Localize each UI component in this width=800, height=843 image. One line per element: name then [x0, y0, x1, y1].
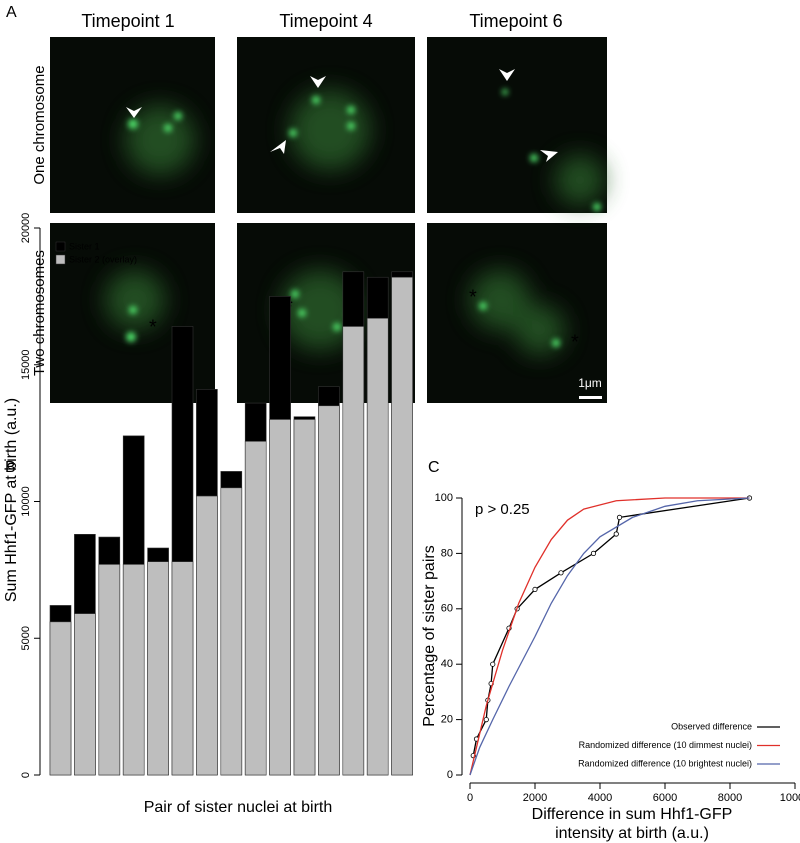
micrographs: ***** 1μm — [50, 37, 607, 403]
row-label: Two chromosomes — [31, 250, 48, 376]
point — [616, 514, 623, 520]
panel-label: A — [6, 4, 17, 21]
point — [613, 531, 619, 537]
point — [532, 586, 538, 593]
row-label: One chromosome — [31, 65, 48, 184]
bar — [98, 564, 121, 776]
x-axis-label: Difference in sum Hhf1-GFP — [532, 806, 733, 823]
x-tick-label: 0 — [467, 792, 473, 804]
series-line — [469, 497, 750, 776]
y-tick-label: 10000 — [20, 486, 32, 517]
bar — [122, 564, 145, 776]
point — [558, 570, 564, 576]
bar — [74, 613, 96, 776]
x-tick-label: 2000 — [523, 792, 547, 804]
point — [483, 716, 489, 723]
point — [490, 661, 496, 667]
bar — [391, 276, 413, 776]
bar — [269, 419, 291, 776]
svg-text:*: * — [469, 286, 477, 308]
y-axis-label: Percentage of sister pairs — [421, 545, 438, 726]
y-tick-label: 20000 — [20, 213, 32, 244]
y-tick-label: 15000 — [20, 349, 32, 380]
column-header: Timepoint 1 — [81, 11, 174, 31]
panel-label: C — [428, 459, 440, 476]
series-line — [469, 497, 750, 776]
bar — [293, 419, 316, 776]
svg-text:*: * — [149, 316, 157, 338]
y-tick-label: 20 — [441, 714, 453, 726]
y-tick-label: 0 — [20, 772, 32, 778]
bar — [147, 561, 169, 776]
legend-label: Randomized difference (10 brightest nucl… — [578, 758, 752, 768]
bar — [342, 326, 365, 776]
legend-label: Sister 2 (overlay) — [69, 254, 137, 264]
column-header: Timepoint 6 — [469, 11, 562, 31]
bar — [244, 441, 267, 776]
x-axis-label: intensity at birth (a.u.) — [555, 825, 709, 842]
annotation: p > 0.25 — [475, 501, 530, 518]
y-tick-label: 100 — [435, 492, 453, 504]
legend-label: Sister 1 — [69, 241, 100, 251]
y-axis-label: Sum Hhf1-GFP at birth (a.u.) — [3, 398, 20, 602]
x-tick-label: 8000 — [718, 792, 742, 804]
x-axis-label: Pair of sister nuclei at birth — [144, 799, 333, 816]
x-tick-label: 4000 — [588, 792, 612, 804]
legend-label: Randomized difference (10 dimmest nuclei… — [579, 740, 752, 750]
legend-swatch — [55, 241, 66, 252]
bar — [49, 621, 72, 776]
column-header: Timepoint 4 — [279, 11, 372, 31]
bar — [196, 495, 218, 776]
legend-label: Observed difference — [671, 721, 752, 731]
legend-swatch — [55, 254, 66, 265]
y-tick-label: 60 — [441, 603, 453, 615]
point — [590, 550, 597, 557]
x-tick-label: 6000 — [653, 792, 677, 804]
panel-label: B — [5, 459, 16, 476]
bar — [171, 561, 194, 776]
series-line — [472, 497, 750, 756]
scale-bar-label: 1μm — [578, 376, 602, 390]
y-tick-label: 40 — [441, 658, 453, 670]
y-tick-label: 5000 — [20, 626, 32, 650]
bar — [220, 487, 243, 776]
bar — [366, 317, 389, 776]
x-tick-label: 10000 — [780, 792, 800, 804]
bar — [318, 405, 340, 776]
svg-text:*: * — [571, 331, 579, 353]
y-tick-label: 80 — [441, 547, 453, 559]
y-tick-label: 0 — [447, 769, 453, 781]
